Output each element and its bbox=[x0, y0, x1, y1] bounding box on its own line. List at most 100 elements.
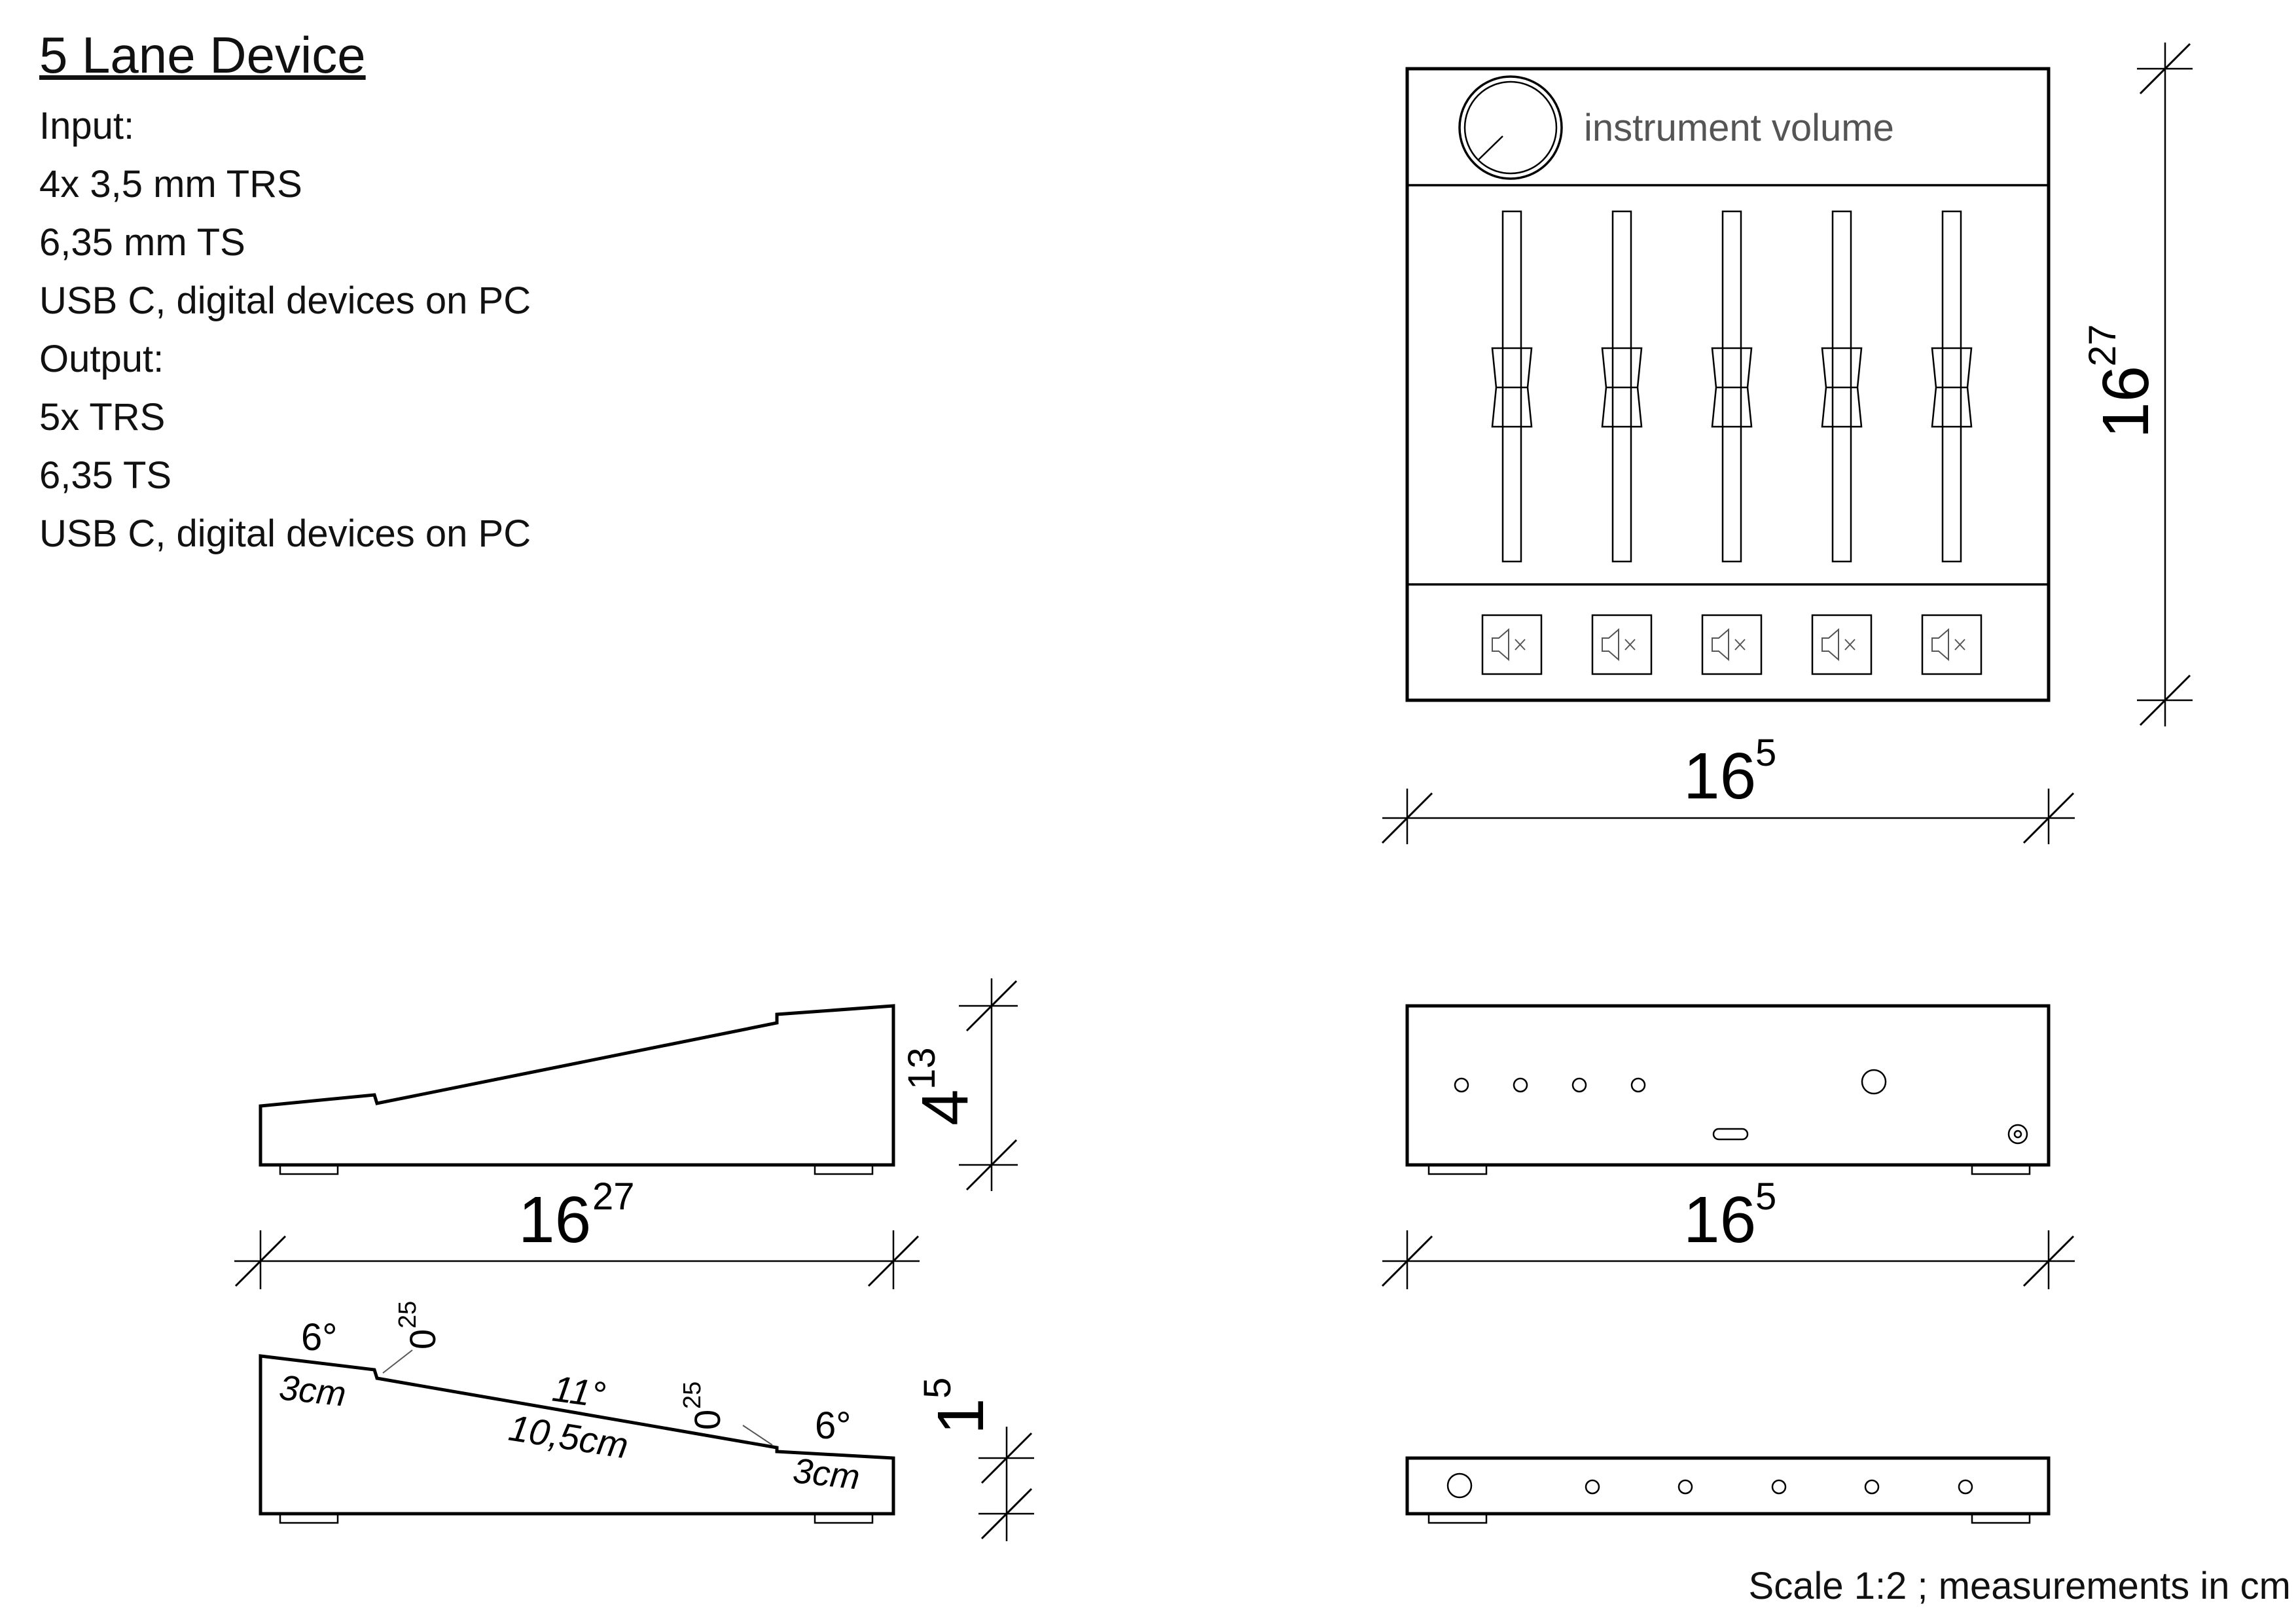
segment-left-length: 3cm bbox=[278, 1368, 348, 1414]
back-view-outline bbox=[1405, 1456, 2051, 1516]
front-view: 16 5 bbox=[1381, 1004, 2075, 1289]
top-view-outline bbox=[1405, 67, 2051, 702]
power-jack[interactable] bbox=[2007, 1124, 2028, 1145]
dim-sup: 13 bbox=[901, 1047, 943, 1090]
side-length-dimension: 16 27 bbox=[234, 1175, 920, 1289]
rubber-foot bbox=[279, 1512, 339, 1524]
spec-block: 5 Lane Device Input: 4x 3,5 mm TRS 6,35 … bbox=[39, 26, 531, 563]
speaker-mute-icon bbox=[1931, 628, 1965, 662]
mute-button-frame bbox=[1481, 614, 1543, 675]
mute-button-1[interactable] bbox=[1481, 614, 1543, 675]
device-title: 5 Lane Device bbox=[39, 26, 366, 84]
mute-button-frame bbox=[1591, 614, 1653, 675]
spec-line: 6,35 TS bbox=[39, 454, 172, 497]
dim-main: 16 bbox=[1683, 1183, 1756, 1257]
speaker-shape bbox=[1821, 628, 1839, 662]
dim-sup: 5 bbox=[1755, 1175, 1776, 1218]
usb-c-port[interactable] bbox=[1712, 1128, 1749, 1141]
top-height-dimension: 16 27 bbox=[2081, 43, 2193, 726]
spec-line: USB C, digital devices on PC bbox=[39, 279, 531, 322]
mute-cross bbox=[1515, 639, 1526, 651]
instrument-volume-knob[interactable] bbox=[1458, 75, 1563, 180]
spec-line: Input: bbox=[39, 104, 135, 147]
mute-button-frame bbox=[1811, 614, 1873, 675]
svg-text:25: 25 bbox=[679, 1382, 706, 1409]
dim-main: 16 bbox=[1683, 740, 1756, 813]
angle-right: 6° bbox=[815, 1404, 851, 1447]
fader-track bbox=[1941, 210, 1962, 563]
fader-channel-3[interactable] bbox=[1711, 210, 1753, 563]
trs-input-jack[interactable] bbox=[1454, 1077, 1469, 1093]
mute-button-group bbox=[1481, 614, 1982, 675]
rubber-foot bbox=[814, 1512, 874, 1524]
mute-button-2[interactable] bbox=[1591, 614, 1653, 675]
ts-input-jack[interactable] bbox=[1861, 1069, 1887, 1095]
trs-output-jack[interactable] bbox=[1677, 1479, 1693, 1495]
back-view bbox=[1405, 1456, 2051, 1524]
front-width-dimension: 16 5 bbox=[1381, 1175, 2075, 1289]
trs-input-jack[interactable] bbox=[1513, 1077, 1528, 1093]
speaker-shape bbox=[1602, 628, 1619, 662]
fader-track bbox=[1611, 210, 1632, 563]
leader-line bbox=[382, 1349, 413, 1374]
rubber-foot bbox=[1427, 1164, 1488, 1175]
segment-right-length: 3cm bbox=[791, 1451, 862, 1497]
mute-cross bbox=[1624, 639, 1636, 651]
dim-main: 4 bbox=[908, 1089, 982, 1126]
front-view-outline bbox=[1405, 1004, 2051, 1167]
dim-main: 16 bbox=[2089, 366, 2162, 438]
trs-output-jack[interactable] bbox=[1864, 1479, 1880, 1495]
ts-output-jack[interactable] bbox=[1446, 1472, 1473, 1499]
dim-sup: 5 bbox=[916, 1378, 959, 1399]
speaker-shape bbox=[1931, 628, 1949, 662]
side-height-dimension: 4 13 bbox=[901, 978, 1018, 1191]
speaker-mute-icon bbox=[1602, 628, 1636, 662]
side-view: 4 13 16 27 bbox=[234, 978, 1018, 1289]
trs-output-jack[interactable] bbox=[1585, 1479, 1600, 1495]
rubber-foot bbox=[1971, 1512, 2031, 1524]
mute-cross bbox=[1954, 639, 1965, 651]
leader-line bbox=[742, 1425, 773, 1446]
profile-view: 6° 3cm 0 25 11° 10,5cm 0 25 6° 3cm 1 5 bbox=[259, 1301, 1034, 1541]
side-view-outline bbox=[259, 1004, 895, 1167]
rubber-foot bbox=[279, 1164, 339, 1175]
speaker-mute-icon bbox=[1492, 628, 1526, 662]
mute-cross bbox=[1734, 639, 1746, 651]
trs-input-jack[interactable] bbox=[1630, 1077, 1646, 1093]
dim-sup: 27 bbox=[2081, 324, 2124, 366]
trs-input-jack[interactable] bbox=[1571, 1077, 1587, 1093]
angle-left: 6° bbox=[301, 1316, 337, 1359]
dim-main: 1 bbox=[924, 1398, 997, 1435]
mute-button-4[interactable] bbox=[1811, 614, 1873, 675]
fader-channel-4[interactable] bbox=[1821, 210, 1863, 563]
svg-text:0: 0 bbox=[687, 1410, 728, 1430]
trs-output-jack[interactable] bbox=[1771, 1479, 1787, 1495]
mute-cross bbox=[1844, 639, 1856, 651]
speaker-shape bbox=[1712, 628, 1729, 662]
mute-button-5[interactable] bbox=[1921, 614, 1982, 675]
step-right-label: 0 25 bbox=[679, 1382, 728, 1430]
fader-channel-2[interactable] bbox=[1601, 210, 1643, 563]
dim-main: 16 bbox=[518, 1183, 591, 1257]
segment-mid-length: 10,5cm bbox=[506, 1407, 631, 1467]
step-left-label: 0 25 bbox=[394, 1301, 443, 1349]
angle-mid: 11° bbox=[550, 1367, 608, 1416]
fader-channel-1[interactable] bbox=[1491, 210, 1533, 563]
top-view: instrument volume 16 5 16 27 bbox=[1381, 43, 2193, 844]
rubber-foot bbox=[1971, 1164, 2031, 1175]
fader-track bbox=[1831, 210, 1852, 563]
fader-track bbox=[1501, 210, 1522, 563]
fader-channel-5[interactable] bbox=[1931, 210, 1973, 563]
mute-button-frame bbox=[1701, 614, 1763, 675]
spec-line: USB C, digital devices on PC bbox=[39, 512, 531, 555]
spec-line: 4x 3,5 mm TRS bbox=[39, 162, 302, 205]
rubber-foot bbox=[814, 1164, 874, 1175]
mute-button-3[interactable] bbox=[1701, 614, 1763, 675]
trs-output-jack[interactable] bbox=[1958, 1479, 1973, 1495]
scale-note: Scale 1:2 ; measurements in cm bbox=[1748, 1565, 2291, 1607]
speaker-mute-icon bbox=[1712, 628, 1746, 662]
svg-text:25: 25 bbox=[394, 1301, 422, 1329]
spec-line: Output: bbox=[39, 337, 164, 380]
profile-height-dimension: 1 5 bbox=[916, 1378, 1034, 1541]
